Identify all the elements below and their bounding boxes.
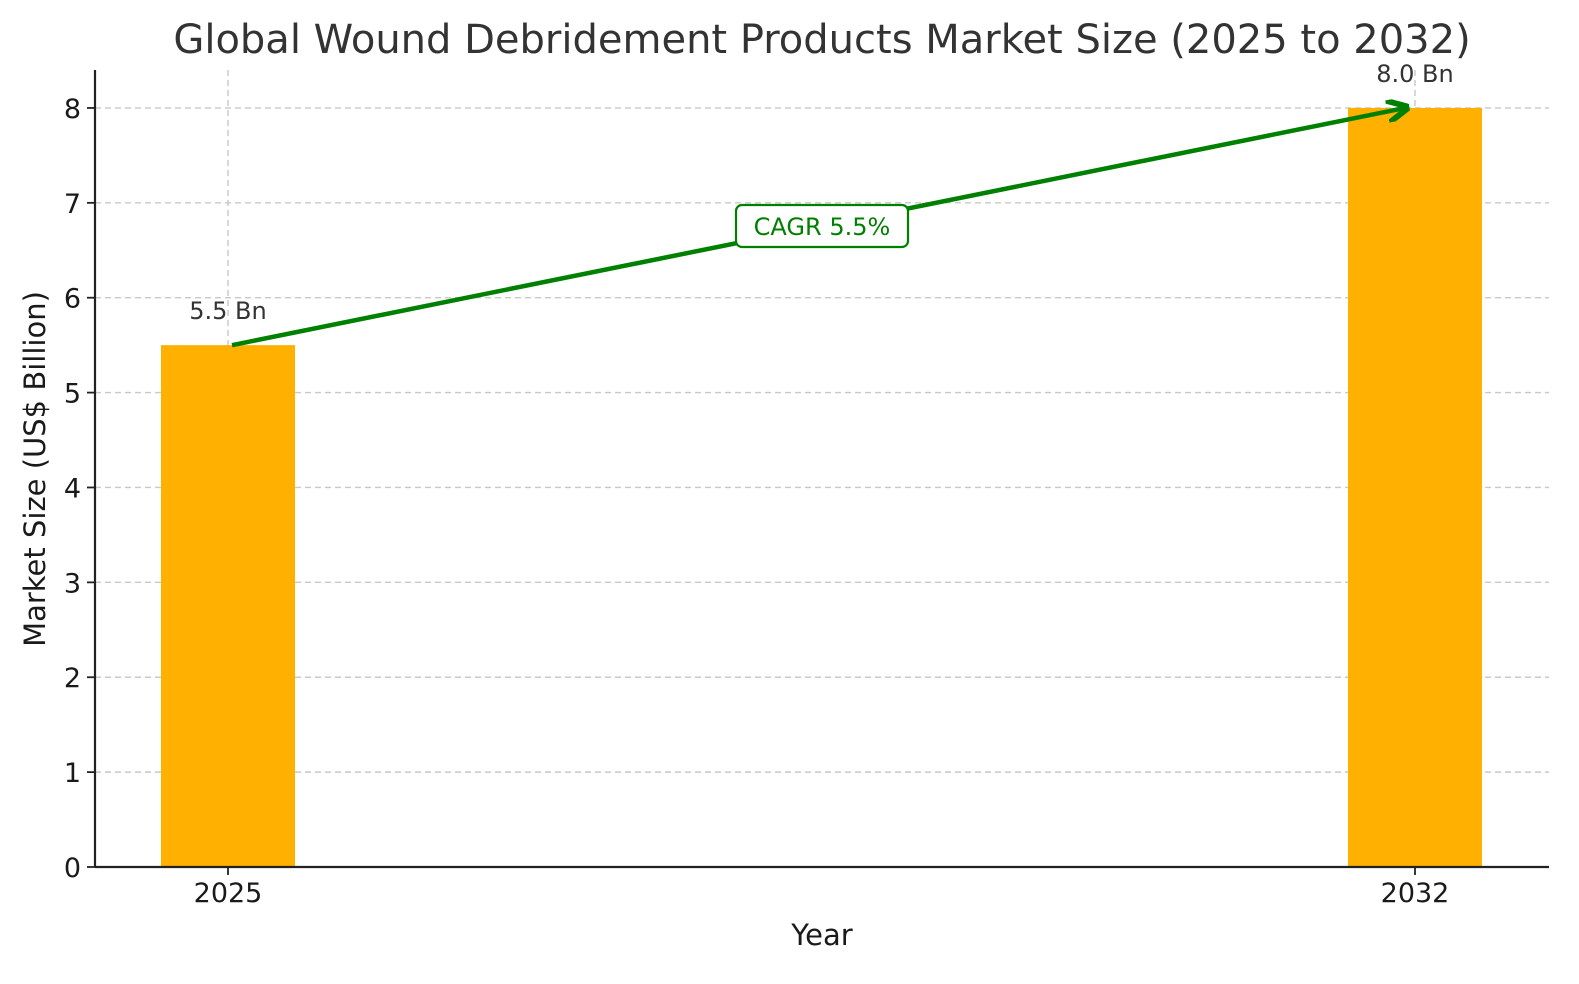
y-tick-label: 4 (64, 473, 81, 504)
cagr-label: CAGR 5.5% (754, 213, 891, 241)
bar-2025 (161, 345, 295, 867)
annotation-layer: CAGR 5.5% (231, 108, 1405, 348)
y-tick-label: 5 (64, 379, 81, 410)
bar-layer (161, 107, 1482, 867)
y-tick-label: 8 (64, 94, 81, 125)
x-axis-label: Year (790, 918, 852, 952)
y-tick-label: 7 (64, 189, 81, 220)
grid-layer (95, 70, 1549, 867)
chart-title: Global Wound Debridement Products Market… (173, 17, 1470, 63)
axis-layer (87, 70, 1549, 875)
x-tick-label-2032: 2032 (1381, 878, 1450, 909)
y-tick-label: 1 (64, 758, 81, 789)
data-label-2025: 5.5 Bn (189, 297, 266, 325)
label-layer: 0 1 2 3 4 5 6 7 8 2025 5.5 Bn 2032 8.0 Bn (64, 60, 1454, 909)
x-tick-label-2025: 2025 (194, 878, 263, 909)
data-label-2032: 8.0 Bn (1376, 60, 1453, 88)
y-tick-label: 2 (64, 663, 81, 694)
y-axis-label: Market Size (US$ Billion) (18, 291, 52, 647)
bar-2032 (1348, 107, 1482, 867)
y-tick-label: 3 (64, 568, 81, 599)
y-tick-label: 0 (64, 853, 81, 884)
y-tick-label: 6 (64, 284, 81, 315)
cagr-label-box (734, 203, 910, 249)
